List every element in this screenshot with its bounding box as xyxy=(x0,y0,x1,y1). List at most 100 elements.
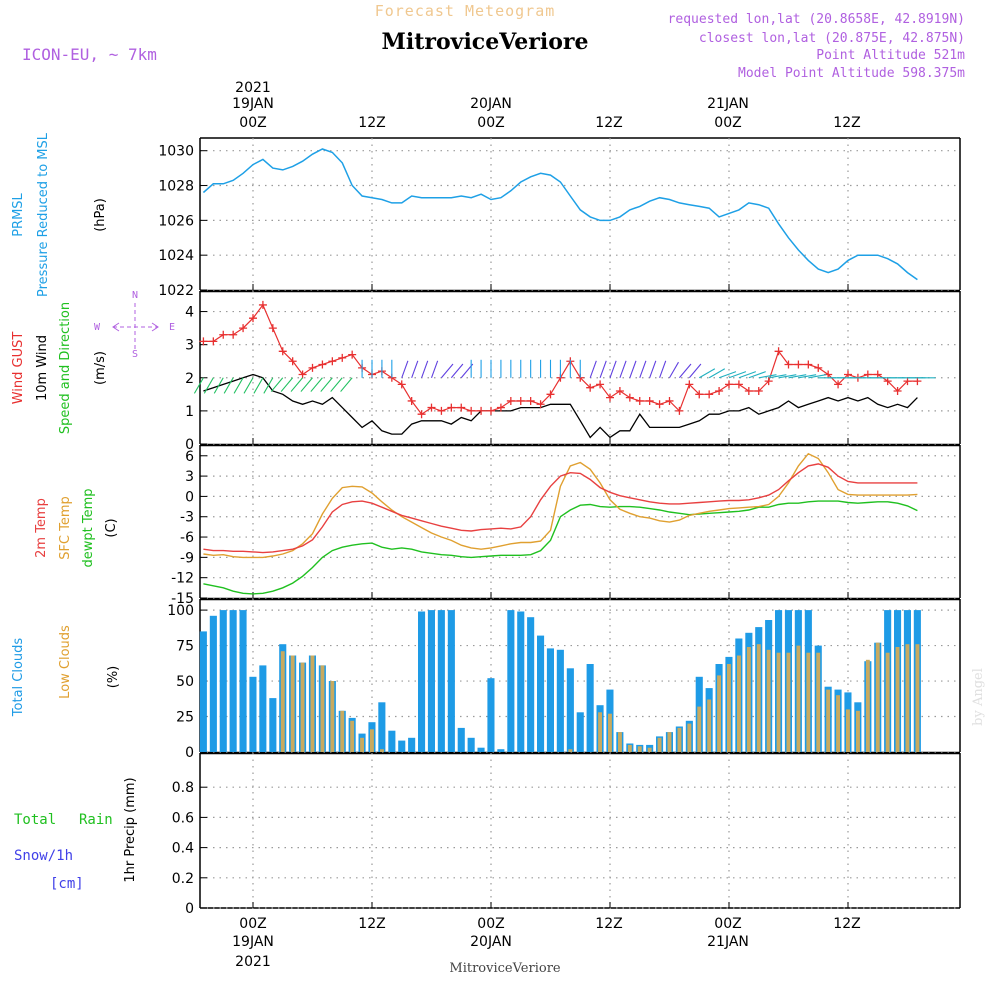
y-tick-label: 0 xyxy=(185,745,194,761)
gust-marker xyxy=(705,390,714,399)
precip-panel-labels: Total Rain Snow/1h [cm] 1hr Precip (mm) xyxy=(14,777,138,892)
total-clouds-bar xyxy=(219,610,227,752)
y-tick-label: 100 xyxy=(167,603,194,619)
bottom-tick-6: 12Z xyxy=(833,916,860,932)
wind-arrow xyxy=(688,363,702,379)
gust-marker xyxy=(586,383,595,392)
gust-marker xyxy=(546,390,555,399)
clouds-panel-labels: Total Clouds Low Clouds (%) xyxy=(11,625,121,717)
gust-marker xyxy=(695,390,704,399)
y-tick-label: 6 xyxy=(185,449,194,465)
wind-panel-labels: Wind GUST 10m Wind Speed and Direction (… xyxy=(11,290,175,434)
gust-marker xyxy=(417,410,426,419)
y-tick-label: 0.2 xyxy=(172,871,194,887)
gust-marker xyxy=(814,363,823,372)
wind-arrow xyxy=(798,374,817,379)
gust-marker xyxy=(348,350,357,359)
pressure-msl-label: Pressure Reduced to MSL xyxy=(36,132,51,297)
bottom-tick-1: 00Z xyxy=(239,916,266,932)
wind-arrow xyxy=(270,377,284,392)
top-year: 2021 xyxy=(235,80,271,96)
gust-marker xyxy=(298,370,307,379)
total-clouds-bar xyxy=(418,611,426,752)
y-tick-label: 1024 xyxy=(158,248,194,264)
gust-marker xyxy=(715,387,724,396)
low-clouds-bar xyxy=(637,746,642,752)
sfc-temp-label: SFC Temp xyxy=(58,496,73,560)
wind-arrow xyxy=(808,374,827,379)
gust-marker xyxy=(526,396,535,405)
wind-unit: (m/s) xyxy=(93,351,108,385)
gust-marker xyxy=(893,387,902,396)
y-tick-label: 2 xyxy=(185,371,194,387)
wind-arrow xyxy=(728,371,747,379)
y-tick-label: 0.6 xyxy=(172,810,194,826)
y-tick-label: 1026 xyxy=(158,213,194,229)
gust-marker xyxy=(804,360,813,369)
gust-marker xyxy=(635,396,644,405)
total-clouds-bar xyxy=(239,610,247,752)
top-tick-5: 00Z xyxy=(714,115,741,131)
footer-location: MitroviceVeriore xyxy=(449,961,561,976)
top-day-3: 21JAN xyxy=(707,96,749,112)
total-clouds-bar xyxy=(199,631,207,752)
gust-marker xyxy=(199,337,208,346)
low-clouds-bar xyxy=(707,699,712,752)
y-tick-label: 0.4 xyxy=(172,841,194,857)
total-clouds-bar xyxy=(556,649,564,752)
total-clouds-bar xyxy=(229,610,237,752)
top-tick-1: 00Z xyxy=(239,115,266,131)
compass-south: S xyxy=(132,349,138,360)
wind-arrow xyxy=(698,368,716,379)
wind-arrow xyxy=(589,360,597,378)
wind-speed-dir-label: Speed and Direction xyxy=(58,302,73,434)
low-clouds-bar xyxy=(290,655,295,752)
wind-arrow xyxy=(440,363,454,379)
low-clouds-bar xyxy=(310,655,315,752)
wind-arrow xyxy=(330,377,343,392)
top-tick-3: 00Z xyxy=(477,115,504,131)
panel-2: 0 1 2 3 4 xyxy=(185,291,961,453)
wind-arrow xyxy=(263,377,274,394)
model-label: ICON-EU, ~ 7km xyxy=(22,45,157,64)
bottom-tick-5: 00Z xyxy=(714,916,741,932)
total-clouds-bar xyxy=(209,615,217,752)
gust-marker xyxy=(328,357,337,366)
wind-arrow xyxy=(718,371,737,379)
wind-arrow xyxy=(193,377,204,394)
low-clouds-bar xyxy=(350,720,355,752)
gust-marker xyxy=(615,387,624,396)
bottom-time-axis: 00Z 12Z 00Z 12Z 00Z 12Z 19JAN 20JAN 21JA… xyxy=(232,916,861,976)
wind-arrow xyxy=(243,377,254,394)
wind-arrow xyxy=(253,377,264,394)
low-clouds-bar xyxy=(766,649,771,752)
low-clouds-bar xyxy=(727,664,731,752)
low-clouds-bar xyxy=(826,689,831,752)
gust-label: Wind GUST xyxy=(11,332,26,405)
gust-marker xyxy=(457,403,466,412)
credit-watermark: by Angel xyxy=(971,668,986,726)
compass-west: W xyxy=(94,322,101,333)
gust-marker xyxy=(249,314,257,323)
top-tick-4: 12Z xyxy=(595,115,622,131)
gust-marker xyxy=(338,353,347,362)
low-clouds-bar xyxy=(915,644,920,752)
gust-marker xyxy=(506,396,515,405)
total-clouds-bar xyxy=(566,668,574,752)
low-clouds-bar xyxy=(806,652,811,752)
total-clouds-bar xyxy=(507,610,515,752)
low-clouds-bar xyxy=(875,642,880,752)
y-tick-label: -12 xyxy=(171,571,194,587)
low-clouds-bar xyxy=(370,729,374,752)
temp-unit: (C) xyxy=(104,518,119,537)
low-clouds-bar xyxy=(816,652,821,752)
total-label: Total xyxy=(14,812,56,828)
y-tick-label: 0.8 xyxy=(172,780,194,796)
gust-marker xyxy=(903,377,912,386)
gust-marker xyxy=(437,406,446,415)
total-clouds-bar xyxy=(408,737,416,752)
low-clouds-bar xyxy=(756,644,761,752)
snow-unit: [cm] xyxy=(50,876,84,892)
wind-arrow xyxy=(758,374,777,379)
